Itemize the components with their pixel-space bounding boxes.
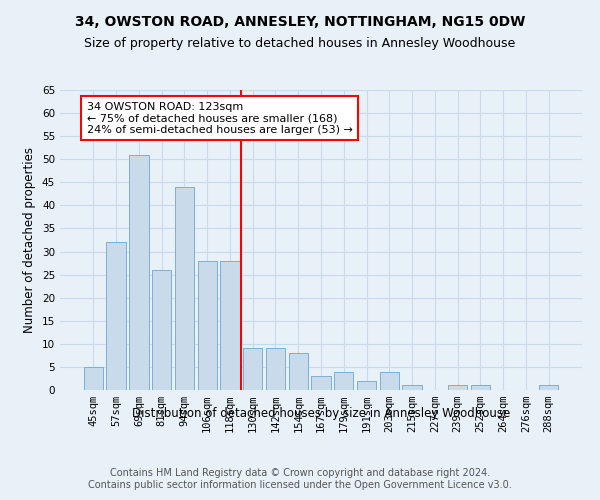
Bar bbox=[266, 348, 285, 390]
Text: 34, OWSTON ROAD, ANNESLEY, NOTTINGHAM, NG15 0DW: 34, OWSTON ROAD, ANNESLEY, NOTTINGHAM, N… bbox=[75, 15, 525, 29]
Bar bbox=[243, 348, 262, 390]
Bar bbox=[106, 242, 126, 390]
Bar bbox=[470, 386, 490, 390]
Text: Distribution of detached houses by size in Annesley Woodhouse: Distribution of detached houses by size … bbox=[132, 408, 510, 420]
Text: Contains HM Land Registry data © Crown copyright and database right 2024.
Contai: Contains HM Land Registry data © Crown c… bbox=[88, 468, 512, 490]
Bar bbox=[334, 372, 353, 390]
Bar bbox=[289, 353, 308, 390]
Bar bbox=[84, 367, 103, 390]
Bar bbox=[539, 386, 558, 390]
Bar bbox=[403, 386, 422, 390]
Text: 34 OWSTON ROAD: 123sqm
← 75% of detached houses are smaller (168)
24% of semi-de: 34 OWSTON ROAD: 123sqm ← 75% of detached… bbox=[86, 102, 352, 134]
Text: Size of property relative to detached houses in Annesley Woodhouse: Size of property relative to detached ho… bbox=[85, 38, 515, 51]
Bar bbox=[152, 270, 172, 390]
Bar bbox=[311, 376, 331, 390]
Bar bbox=[197, 261, 217, 390]
Bar bbox=[175, 187, 194, 390]
Bar bbox=[220, 261, 239, 390]
Y-axis label: Number of detached properties: Number of detached properties bbox=[23, 147, 37, 333]
Bar bbox=[448, 386, 467, 390]
Bar bbox=[380, 372, 399, 390]
Bar bbox=[357, 381, 376, 390]
Bar bbox=[129, 154, 149, 390]
